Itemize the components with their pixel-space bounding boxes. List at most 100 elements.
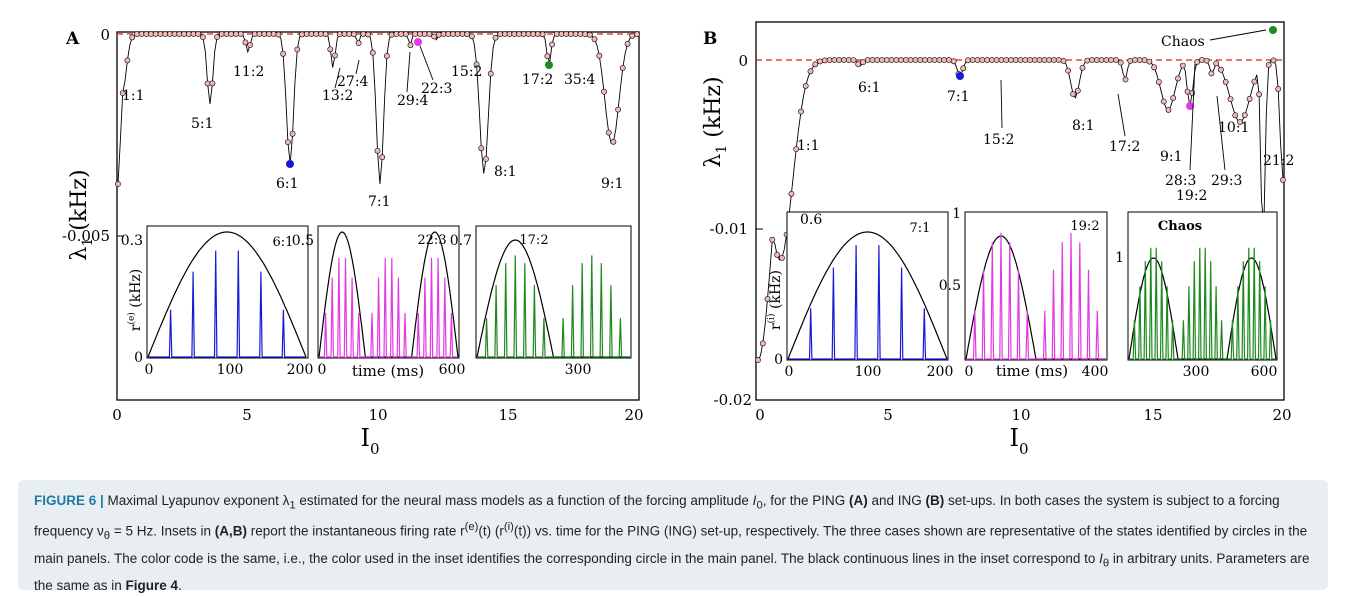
figure-6: A 0 -0.005 0 5 10 15 20 λ1 (kHz) I0 1:1 … bbox=[62, 21, 1294, 458]
panel-a-ytick-neg0005: -0.005 bbox=[62, 227, 110, 245]
panel-b-inset-1-ytop: 0.6 bbox=[800, 212, 822, 228]
panel-b-xtick-10: 10 bbox=[1011, 406, 1030, 424]
panel-b-ann-19-2: 19:2 bbox=[1176, 188, 1207, 204]
panel-a-marker-6-1 bbox=[286, 160, 294, 168]
panel-b-ann-21-2: 21:2 bbox=[1263, 153, 1294, 169]
panel-a-marker-17-2 bbox=[545, 61, 553, 69]
panel-a-xtick-20: 20 bbox=[624, 406, 643, 424]
panel-b-inset-2-ytop: 1 bbox=[952, 206, 961, 222]
svg-text:λ1 (kHz): λ1 (kHz) bbox=[67, 169, 96, 260]
panel-b-xtick-15: 15 bbox=[1143, 406, 1162, 424]
panel-a-inset-2-rate bbox=[319, 257, 458, 358]
panel-b-arrows bbox=[1000, 29, 1267, 171]
panel-b-inset-3-label: Chaos bbox=[1158, 219, 1202, 234]
panel-a-ytick-0: 0 bbox=[100, 26, 110, 44]
panel-b-inset-3-xt1: 600 bbox=[1251, 364, 1278, 380]
panel-b-ann-7-1: 7:1 bbox=[947, 89, 970, 105]
panel-a-ann-15-2: 15:2 bbox=[451, 64, 482, 80]
panel-a-inset-1-ytop: 0.3 bbox=[121, 233, 143, 249]
panel-b-inset-2-xt0: 0 bbox=[965, 364, 974, 380]
panel-b-xtick-0: 0 bbox=[755, 406, 765, 424]
panel-a-markers bbox=[115, 31, 640, 187]
panel-b-inset-1-envelope bbox=[787, 231, 948, 360]
panel-b-marker-7-1 bbox=[956, 72, 964, 80]
panel-a-ann-1-1: 1:1 bbox=[122, 88, 145, 104]
panel-a-inset-3-rate bbox=[477, 255, 630, 358]
panel-a-inset-3-xt0: 300 bbox=[565, 362, 592, 378]
panel-a-inset-3: 17:2 0.7 300 bbox=[450, 225, 632, 378]
figure-caption: FIGURE 6 | Maximal Lyapunov exponent λ1 … bbox=[18, 480, 1328, 593]
svg-text:λ1 (kHz): λ1 (kHz) bbox=[701, 76, 730, 167]
panel-b-inset-2-xlabel: time (ms) bbox=[996, 362, 1068, 380]
panel-b-xtick-5: 5 bbox=[883, 406, 893, 424]
panel-a-ann-6-1: 6:1 bbox=[276, 176, 299, 192]
panel-b-ytick-neg001: -0.01 bbox=[710, 220, 748, 238]
panel-b-ann-15-2: 15:2 bbox=[983, 132, 1014, 148]
panel-a-ann-17-2: 17:2 bbox=[522, 72, 553, 88]
panel-b-inset-1-label: 7:1 bbox=[910, 221, 931, 236]
panel-a-ann-22-3: 22:3 bbox=[421, 81, 452, 97]
panel-a-ann-13-2: 13:2 bbox=[322, 88, 353, 104]
panel-b-ann-1-1: 1:1 bbox=[797, 138, 820, 154]
panel-b-inset-1-xt2: 200 bbox=[927, 364, 954, 380]
panel-b-inset-2-rate bbox=[966, 232, 1106, 360]
panel-a-inset-3-ytop: 0.7 bbox=[450, 233, 472, 249]
panel-a-ann-8-1: 8:1 bbox=[494, 164, 517, 180]
panel-a-ann-9-1: 9:1 bbox=[601, 176, 624, 192]
panel-b-inset-1-ylabel: r(i) (kHz) bbox=[766, 270, 784, 330]
panel-b-xtick-20: 20 bbox=[1272, 406, 1291, 424]
panel-a-ann-5-1: 5:1 bbox=[191, 116, 214, 132]
panel-a-xtick-5: 5 bbox=[242, 406, 252, 424]
panel-b-frame bbox=[755, 21, 1285, 401]
panel-b-ytick-neg002: -0.02 bbox=[714, 391, 752, 409]
panel-a-inset-1-xt2: 200 bbox=[287, 362, 314, 378]
panel-a-inset-1-xt1: 100 bbox=[217, 362, 244, 378]
panel-b: B 0 -0.01 -0.02 0 5 10 15 20 λ1 (kHz) I0… bbox=[701, 21, 1294, 458]
panel-b-inset-2-xt1: 400 bbox=[1082, 364, 1109, 380]
panel-b-inset-1-rate bbox=[788, 245, 947, 360]
panel-a-inset-1-xt0: 0 bbox=[145, 362, 154, 378]
panel-b-ann-8-1: 8:1 bbox=[1072, 118, 1095, 134]
panel-a-lyapunov-curve bbox=[117, 33, 638, 185]
panel-a-xtick-10: 10 bbox=[368, 406, 387, 424]
panel-a-xlabel: I0 bbox=[360, 424, 379, 458]
panel-b-ann-9-1: 9:1 bbox=[1160, 149, 1183, 165]
panel-b-marker-19-2 bbox=[1186, 102, 1194, 110]
panel-b-markers bbox=[755, 57, 1286, 363]
panel-a-xtick-0: 0 bbox=[112, 406, 122, 424]
panel-a-ylabel: λ1 (kHz) bbox=[67, 169, 96, 260]
panel-a-inset-1-envelope bbox=[147, 231, 307, 358]
panel-b-ann-chaos: Chaos bbox=[1161, 34, 1205, 50]
panel-a-inset-1-ylabel: r(e) (kHz) bbox=[126, 269, 144, 332]
panel-a-xtick-15: 15 bbox=[498, 406, 517, 424]
panel-b-inset-2-label: 19:2 bbox=[1070, 219, 1099, 234]
panel-b-ann-10-1: 10:1 bbox=[1218, 120, 1249, 136]
panel-b-inset-1-xt1: 100 bbox=[855, 364, 882, 380]
panel-a-inset-1: 6:1 0.3 0 0 100 200 r(e) (kHz) bbox=[121, 225, 314, 378]
panel-a-inset-2-xt1: 600 bbox=[439, 362, 466, 378]
panel-b-inset-3-xt0: 300 bbox=[1183, 364, 1210, 380]
panel-b-ann-29-3: 29:3 bbox=[1211, 173, 1242, 189]
panel-a-label: A bbox=[65, 29, 80, 49]
panel-a-frame bbox=[116, 31, 640, 401]
panel-b-inset-1-xt0: 0 bbox=[785, 364, 794, 380]
panel-a-inset-1-rate bbox=[148, 250, 306, 358]
panel-a-arrows bbox=[334, 45, 434, 93]
panel-b-ann-6-1: 6:1 bbox=[858, 80, 881, 96]
panel-b-ann-28-3: 28:3 bbox=[1165, 173, 1196, 189]
panel-a-inset-2: 22:3 0.5 0 600 time (ms) bbox=[292, 225, 466, 380]
panel-b-ytick-0: 0 bbox=[738, 52, 748, 70]
panel-a-ann-35-4: 35:4 bbox=[564, 72, 596, 88]
panel-b-inset-1: 7:1 0.6 0 0 100 200 r(i) (kHz) bbox=[766, 211, 954, 380]
panel-a-inset-2-ytop: 0.5 bbox=[292, 233, 314, 249]
panel-a-inset-1-label: 6:1 bbox=[273, 235, 294, 250]
panel-a-marker-22-3 bbox=[414, 38, 422, 46]
panel-b-inset-1-ybot: 0 bbox=[774, 352, 783, 368]
panel-a-inset-2-xlabel: time (ms) bbox=[352, 362, 424, 380]
panel-a: A 0 -0.005 0 5 10 15 20 λ1 (kHz) I0 1:1 … bbox=[62, 26, 644, 458]
panel-a-ann-27-4: 27:4 bbox=[337, 74, 369, 90]
panel-b-inset-2-ymid: 0.5 bbox=[939, 278, 961, 294]
panel-b-inset-2: 19:2 1 0.5 0 400 time (ms) bbox=[939, 206, 1109, 380]
panel-b-ylabel: λ1 (kHz) bbox=[701, 76, 730, 167]
panel-b-label: B bbox=[703, 29, 717, 49]
